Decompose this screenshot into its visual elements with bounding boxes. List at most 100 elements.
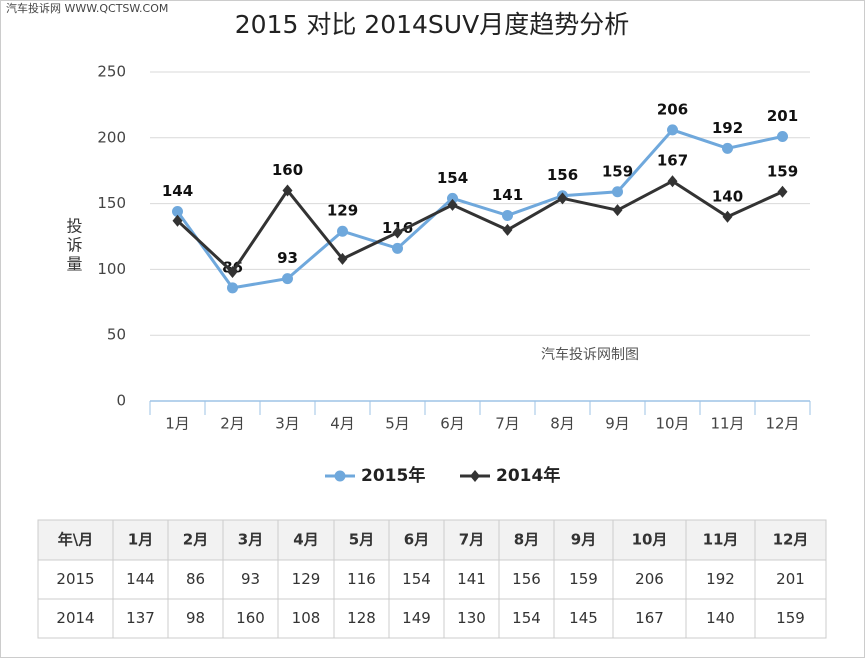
point — [172, 214, 183, 227]
x-tick-label: 3月 — [275, 415, 300, 433]
table-cell: 98 — [186, 609, 205, 627]
point — [172, 205, 183, 217]
point — [777, 130, 788, 142]
legend-label: 2014年 — [496, 465, 560, 486]
table-header: 11月 — [703, 531, 739, 549]
point — [777, 185, 788, 198]
point — [337, 252, 348, 265]
table-cell: 137 — [126, 609, 155, 627]
x-tick-label: 6月 — [440, 415, 465, 433]
point — [722, 142, 733, 154]
point — [392, 226, 403, 239]
x-tick-label: 9月 — [605, 415, 630, 433]
data-label: 160 — [272, 161, 303, 179]
point — [667, 124, 678, 136]
y-tick-label: 150 — [97, 194, 126, 212]
data-label: 201 — [767, 107, 798, 125]
table-cell: 154 — [402, 570, 431, 588]
point — [557, 192, 568, 205]
y-tick-label: 200 — [97, 128, 126, 146]
data-label: 192 — [712, 119, 743, 137]
table-header: 10月 — [632, 531, 668, 549]
table-cell: 149 — [402, 609, 431, 627]
data-label: 159 — [602, 162, 633, 180]
y-axis-label: 投诉量 — [64, 218, 83, 275]
x-tick-label: 1月 — [165, 415, 190, 433]
chart-title: 2015 对比 2014SUV月度趋势分析 — [235, 10, 629, 39]
point — [612, 204, 623, 217]
point — [667, 175, 678, 188]
x-tick-label: 5月 — [385, 415, 410, 433]
y-tick-label: 250 — [97, 63, 126, 81]
point — [227, 266, 238, 279]
table-corner: 年\月 — [58, 531, 93, 549]
legend-label: 2015年 — [361, 465, 425, 486]
x-tick-label: 12月 — [765, 415, 799, 433]
legend-marker — [470, 470, 480, 482]
table-cell: 145 — [569, 609, 598, 627]
table-header: 2月 — [183, 531, 208, 549]
table-header: 12月 — [773, 531, 809, 549]
x-tick-label: 7月 — [495, 415, 520, 433]
y-tick-label: 100 — [97, 260, 126, 278]
data-label: 154 — [437, 169, 468, 187]
table-header: 4月 — [293, 531, 318, 549]
point — [502, 209, 513, 221]
table-cell: 116 — [347, 570, 376, 588]
point — [447, 198, 458, 211]
annotation: 汽车投诉网制图 — [541, 346, 639, 363]
table-header-bg — [37, 519, 827, 561]
table-cell: 201 — [776, 570, 805, 588]
data-label: 206 — [657, 100, 688, 118]
table-header: 7月 — [459, 531, 484, 549]
y-tick-label: 0 — [116, 392, 126, 410]
table-cell: 192 — [706, 570, 735, 588]
point — [227, 282, 238, 294]
point — [282, 184, 293, 197]
table-cell: 167 — [635, 609, 664, 627]
table-header: 6月 — [404, 531, 429, 549]
table-cell: 128 — [347, 609, 376, 627]
table-cell: 86 — [186, 570, 205, 588]
data-label: 144 — [162, 182, 193, 200]
data-label: 129 — [327, 202, 358, 220]
point — [282, 273, 293, 285]
table-header: 3月 — [238, 531, 263, 549]
x-tick-label: 10月 — [655, 415, 689, 433]
table-cell: 154 — [512, 609, 541, 627]
table-cell: 160 — [236, 609, 265, 627]
table-cell: 141 — [457, 570, 486, 588]
table-cell: 159 — [569, 570, 598, 588]
point — [447, 192, 458, 204]
table-cell: 93 — [241, 570, 260, 588]
point — [612, 186, 623, 198]
table-row-label: 2015 — [56, 570, 94, 588]
line — [176, 128, 783, 290]
point — [722, 210, 733, 223]
data-label: 141 — [492, 186, 523, 204]
table-cell: 130 — [457, 609, 486, 627]
table-cell: 140 — [706, 609, 735, 627]
point — [337, 225, 348, 237]
data-label: 159 — [767, 162, 798, 180]
x-tick-label: 8月 — [550, 415, 575, 433]
table-cell: 159 — [776, 609, 805, 627]
table-row-label: 2014 — [56, 609, 94, 627]
legend-marker — [334, 470, 346, 482]
point — [392, 242, 403, 254]
point — [502, 223, 513, 236]
x-tick-label: 11月 — [710, 415, 744, 433]
x-tick-label: 2月 — [220, 415, 245, 433]
line — [176, 179, 784, 275]
table-cell: 144 — [126, 570, 155, 588]
data-label: 156 — [547, 166, 578, 184]
table-cell: 206 — [635, 570, 664, 588]
data-label: 140 — [712, 187, 743, 205]
table-header: 8月 — [514, 531, 539, 549]
x-tick-label: 4月 — [330, 415, 355, 433]
table-header: 1月 — [128, 531, 153, 549]
table-header: 9月 — [571, 531, 596, 549]
table-cell: 129 — [292, 570, 321, 588]
table-cell: 108 — [292, 609, 321, 627]
